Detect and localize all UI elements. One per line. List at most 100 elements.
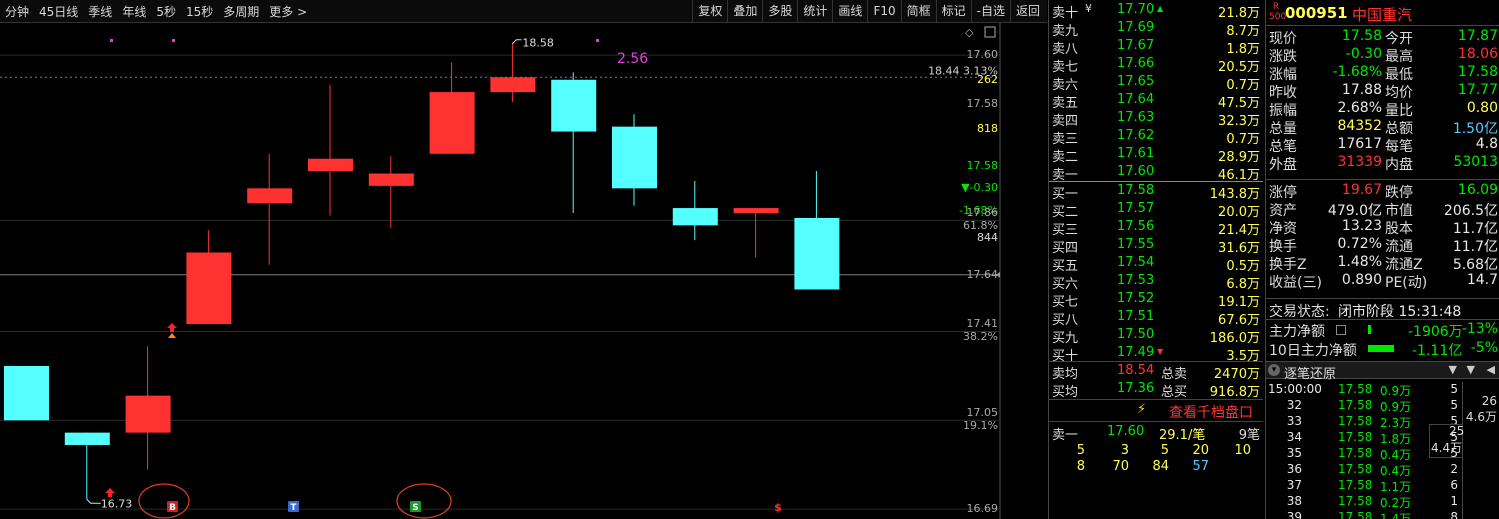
quote-label: 净资 bbox=[1269, 221, 1297, 237]
period-tab-6[interactable]: 多周期 bbox=[223, 5, 260, 19]
trades-header[interactable]: ▾ 逐笔还原 ▼ ▼ ◀ bbox=[1266, 361, 1499, 382]
buy-row[interactable]: 买三 17.56 21.4万 bbox=[1049, 218, 1263, 238]
sell-row[interactable]: 卖一 17.60 46.1万 bbox=[1049, 163, 1263, 183]
queue-value: 3 bbox=[1120, 443, 1129, 458]
quote-label: 流通 bbox=[1385, 239, 1413, 255]
flow10-label: 10日主力净额 bbox=[1269, 343, 1357, 359]
kline-svg[interactable]: 18.58 16.73 2.56 18.44 3.13% ◇ B T S $ bbox=[0, 23, 1047, 519]
quote-value: 206.5亿 bbox=[1443, 203, 1498, 219]
tool-button-2[interactable]: 多股 bbox=[762, 0, 797, 23]
axis-tick-label: 16.69 bbox=[966, 502, 999, 516]
candle-body[interactable] bbox=[551, 79, 597, 132]
candle-body[interactable] bbox=[612, 126, 657, 189]
trade-volume: 1.4万 bbox=[1380, 512, 1412, 519]
buy-row[interactable]: 买一 17.58 143.8万 bbox=[1049, 182, 1263, 202]
tool-button-1[interactable]: 叠加 bbox=[727, 0, 762, 23]
tool-button-4[interactable]: 画线 bbox=[832, 0, 867, 23]
buy-row[interactable]: 买七 17.52 19.1万 bbox=[1049, 290, 1263, 310]
sell-level-label: 卖一 bbox=[1052, 168, 1079, 183]
trade-price: 17.58 bbox=[1338, 382, 1373, 396]
quote-label: 内盘 bbox=[1385, 157, 1413, 173]
buy-level-label: 买十 bbox=[1052, 349, 1079, 364]
buy-level-label: 买七 bbox=[1052, 295, 1079, 310]
buy-row[interactable]: 买六 17.53 6.8万 bbox=[1049, 272, 1263, 292]
buy-level-label: 买二 bbox=[1052, 205, 1079, 220]
quote-value: 53013 bbox=[1453, 154, 1498, 170]
period-tab-7[interactable]: 更多 > bbox=[269, 5, 308, 19]
sell-row[interactable]: 卖七 17.66 20.5万 bbox=[1049, 55, 1263, 75]
view-thousand-row[interactable]: ⚡ 查看千档盘口 bbox=[1049, 401, 1263, 421]
sell-price: 17.63 bbox=[1117, 110, 1155, 125]
sell-row[interactable]: 卖二 17.61 28.9万 bbox=[1049, 145, 1263, 165]
buy-row[interactable]: 买二 17.57 20.0万 bbox=[1049, 200, 1263, 220]
sell-volume: 28.9万 bbox=[1218, 150, 1260, 165]
kline-chart[interactable]: 18.58 16.73 2.56 18.44 3.13% ◇ B T S $ 17.60 262 1… bbox=[0, 23, 1047, 519]
candle-body[interactable] bbox=[794, 217, 840, 290]
sell-level-label: 卖三 bbox=[1052, 132, 1079, 147]
period-tab-5[interactable]: 15秒 bbox=[185, 5, 214, 19]
sell-row[interactable]: 卖五 17.64 47.5万 bbox=[1049, 91, 1263, 111]
sell-price: 17.67 bbox=[1117, 38, 1155, 53]
t-marker-icon[interactable] bbox=[288, 501, 299, 512]
candle-body[interactable] bbox=[429, 92, 475, 154]
axis-tick-label: 17.64 bbox=[966, 267, 999, 281]
highlight-ring bbox=[138, 483, 190, 519]
candle-body[interactable] bbox=[4, 366, 49, 421]
candle-body[interactable] bbox=[672, 208, 718, 226]
trade-row: 37 17.58 1.1万 6 bbox=[1266, 478, 1462, 494]
tool-button-0[interactable]: 复权 bbox=[692, 0, 727, 23]
quote-row: 涨跌 -0.30 最高 18.06 bbox=[1266, 46, 1499, 65]
buy-row[interactable]: 买四 17.55 31.6万 bbox=[1049, 236, 1263, 256]
period-tab-0[interactable]: 分钟 bbox=[5, 5, 30, 19]
period-tab-2[interactable]: 季线 bbox=[88, 5, 113, 19]
dropdown-icon-2[interactable]: ▼ bbox=[1466, 363, 1475, 376]
dollar-marker-icon[interactable]: $ bbox=[774, 501, 782, 514]
trade-row: 38 17.58 0.2万 1 bbox=[1266, 494, 1462, 510]
trade-volume: 0.9万 bbox=[1380, 400, 1412, 414]
ask1-price: 17.60 bbox=[1107, 424, 1145, 439]
sell-row[interactable]: 卖三 17.62 0.7万 bbox=[1049, 127, 1263, 147]
tool-button-7[interactable]: 标记 bbox=[935, 0, 971, 23]
tool-button-5[interactable]: F10 bbox=[867, 0, 900, 23]
b-marker-icon-letter: B bbox=[169, 503, 176, 513]
buy-row[interactable]: 买八 17.51 67.6万 bbox=[1049, 308, 1263, 328]
period-tab-4[interactable]: 5秒 bbox=[156, 5, 176, 19]
tool-button-3[interactable]: 统计 bbox=[797, 0, 832, 23]
window-icon[interactable] bbox=[984, 26, 996, 38]
tool-button-6[interactable]: 简框 bbox=[900, 0, 936, 23]
sell-row[interactable]: 卖十 ¥17.70 ▲ 21.8万 bbox=[1049, 1, 1263, 21]
collapse-icon[interactable]: ▾ bbox=[1268, 364, 1280, 376]
tool-button-8[interactable]: -自选 bbox=[970, 0, 1010, 23]
diamond-icon[interactable]: ◇ bbox=[965, 26, 974, 39]
b-marker-icon[interactable] bbox=[167, 501, 178, 512]
candle-body[interactable] bbox=[125, 395, 171, 433]
sell-row[interactable]: 卖九 17.69 8.7万 bbox=[1049, 19, 1263, 39]
lightning-icon: ⚡ bbox=[1137, 402, 1147, 417]
trade-time: 37 bbox=[1286, 478, 1302, 492]
candle-body[interactable] bbox=[64, 432, 110, 445]
buy-row[interactable]: 买九 17.50 186.0万 bbox=[1049, 326, 1263, 346]
buy-row[interactable]: 买五 17.54 0.5万 bbox=[1049, 254, 1263, 274]
main-flow-value: -1906万 bbox=[1408, 324, 1463, 340]
candle-body[interactable] bbox=[368, 173, 414, 186]
main-flow-icon[interactable] bbox=[1336, 325, 1346, 335]
tool-button-9[interactable]: 返回 bbox=[1009, 0, 1045, 23]
s-marker-icon[interactable] bbox=[410, 501, 421, 512]
candle-body[interactable] bbox=[733, 208, 779, 214]
candle-body[interactable] bbox=[308, 158, 353, 172]
expand-icon[interactable]: ◀ bbox=[1486, 363, 1495, 376]
sell-level-label: 卖五 bbox=[1052, 96, 1079, 111]
quote-label: 涨停 bbox=[1269, 185, 1297, 201]
sell-row[interactable]: 卖八 17.67 1.8万 bbox=[1049, 37, 1263, 57]
candle-body[interactable] bbox=[186, 252, 232, 325]
buy-row[interactable]: 买十 17.49 ▼ 3.5万 bbox=[1049, 344, 1263, 364]
quote-value: 1.50亿 bbox=[1452, 121, 1498, 137]
period-tab-3[interactable]: 年线 bbox=[122, 5, 147, 19]
candle-body[interactable] bbox=[247, 188, 293, 204]
period-tab-1[interactable]: 45日线 bbox=[39, 5, 79, 19]
sell-row[interactable]: 卖四 17.63 32.3万 bbox=[1049, 109, 1263, 129]
sell-row[interactable]: 卖六 17.65 0.7万 bbox=[1049, 73, 1263, 93]
view-thousand-link[interactable]: 查看千档盘口 bbox=[1169, 405, 1253, 421]
candle-body[interactable] bbox=[490, 77, 536, 93]
dropdown-icon[interactable]: ▼ bbox=[1448, 363, 1457, 376]
